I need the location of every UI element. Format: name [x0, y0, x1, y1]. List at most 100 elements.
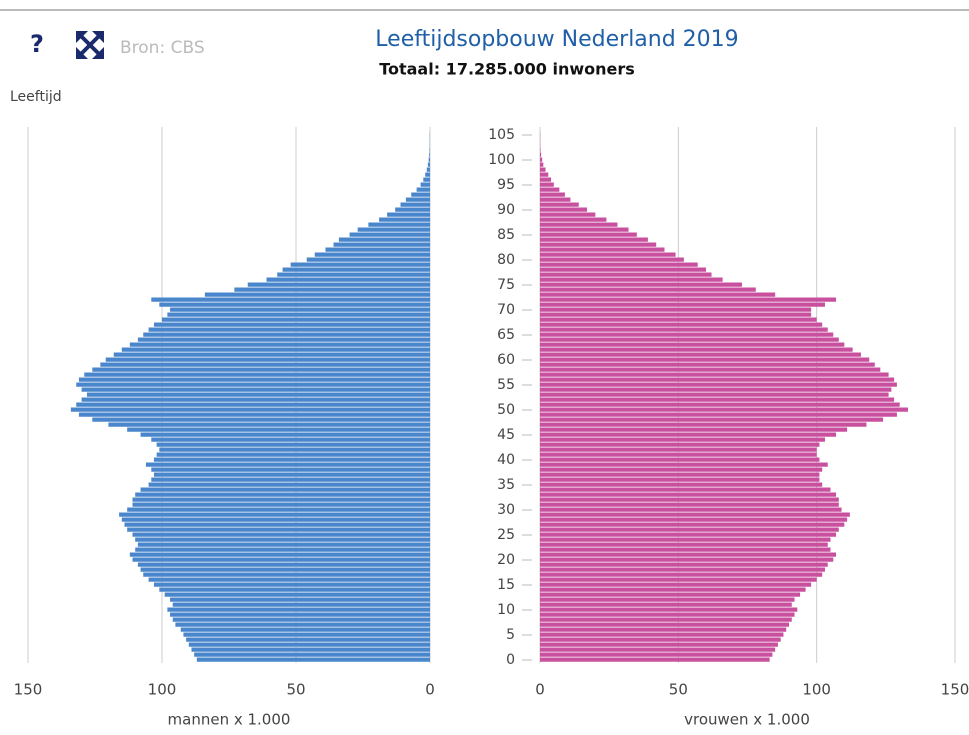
- bar: [540, 418, 883, 422]
- bar: [429, 148, 430, 152]
- bar: [151, 468, 430, 472]
- bar: [540, 383, 897, 387]
- bar: [291, 263, 430, 267]
- bar: [540, 513, 850, 517]
- x-tick-label: 100: [802, 681, 831, 699]
- bar: [540, 323, 822, 327]
- x-tick-label: 100: [148, 681, 177, 699]
- bar: [138, 563, 430, 567]
- bar: [84, 373, 430, 377]
- y-tick-label: 50: [497, 402, 515, 418]
- bar: [540, 158, 542, 162]
- bar: [540, 308, 811, 312]
- bar: [540, 578, 817, 582]
- y-tick-label: 55: [497, 377, 515, 393]
- bar: [540, 353, 861, 357]
- expand-icon[interactable]: [76, 31, 104, 59]
- bar: [127, 528, 430, 532]
- bar: [540, 518, 847, 522]
- bar: [540, 488, 831, 492]
- bar: [540, 498, 839, 502]
- bar: [540, 248, 665, 252]
- bar: [540, 588, 806, 592]
- y-tick-label: 100: [488, 152, 515, 168]
- bar: [106, 358, 430, 362]
- bar: [540, 233, 637, 237]
- x-tick-label: 50: [669, 681, 688, 699]
- y-tick-label: 35: [497, 477, 515, 493]
- bar: [157, 443, 430, 447]
- bar: [540, 373, 889, 377]
- bar: [133, 558, 430, 562]
- y-tick-label: 65: [497, 327, 515, 343]
- bar: [540, 153, 541, 157]
- x-tick-label: 150: [14, 681, 43, 699]
- bar: [170, 613, 430, 617]
- bar: [154, 323, 430, 327]
- bar: [540, 458, 819, 462]
- bar: [127, 428, 430, 432]
- bar: [138, 543, 430, 547]
- bar: [423, 178, 430, 182]
- y-tick-label: 70: [497, 302, 515, 318]
- bar: [540, 273, 712, 277]
- bar: [540, 168, 546, 172]
- bar: [149, 328, 430, 332]
- bar: [540, 293, 775, 297]
- bar: [339, 238, 430, 242]
- bar: [315, 253, 430, 257]
- source: Bron: CBS: [120, 38, 205, 58]
- bar: [540, 148, 541, 152]
- bar: [368, 223, 430, 227]
- bar: [540, 318, 817, 322]
- bar: [540, 643, 778, 647]
- bar: [114, 353, 430, 357]
- y-tick-label: 95: [497, 177, 515, 193]
- y-tick-label: 60: [497, 352, 515, 368]
- bar: [540, 203, 579, 207]
- bar: [141, 568, 430, 572]
- bar: [540, 193, 565, 197]
- y-tick-label: 15: [497, 577, 515, 593]
- bar: [540, 428, 847, 432]
- bar: [540, 403, 900, 407]
- bar: [540, 348, 853, 352]
- y-tick-label: 0: [506, 652, 515, 668]
- bar: [540, 598, 795, 602]
- bar: [138, 338, 430, 342]
- bar: [540, 493, 836, 497]
- y-tick-label: 20: [497, 552, 515, 568]
- bar: [540, 313, 811, 317]
- bar: [334, 243, 430, 247]
- bar: [540, 228, 629, 232]
- bar: [540, 328, 828, 332]
- bar: [167, 313, 430, 317]
- bar: [379, 218, 430, 222]
- bar: [387, 213, 430, 217]
- bar: [428, 163, 430, 167]
- bar: [540, 363, 875, 367]
- bar: [540, 593, 800, 597]
- x-tick-label: 150: [941, 681, 969, 699]
- bar: [540, 413, 897, 417]
- bar: [159, 588, 430, 592]
- y-tick-label: 30: [497, 502, 515, 518]
- y-tick-label: 5: [506, 627, 515, 643]
- bar: [540, 163, 543, 167]
- y-tick-label: 75: [497, 277, 515, 293]
- bar: [540, 583, 811, 587]
- bar: [71, 408, 430, 412]
- bar: [540, 238, 648, 242]
- x-axis-label: vrouwen x 1.000: [684, 711, 810, 729]
- bar: [194, 653, 430, 657]
- bar: [406, 198, 430, 202]
- bar: [540, 378, 894, 382]
- bar: [151, 438, 430, 442]
- help-icon[interactable]: ?: [30, 30, 44, 58]
- bar: [540, 443, 819, 447]
- bar: [540, 298, 836, 302]
- bar: [540, 648, 775, 652]
- bar: [540, 553, 836, 557]
- y-tick-label: 85: [497, 227, 515, 243]
- bar: [540, 393, 889, 397]
